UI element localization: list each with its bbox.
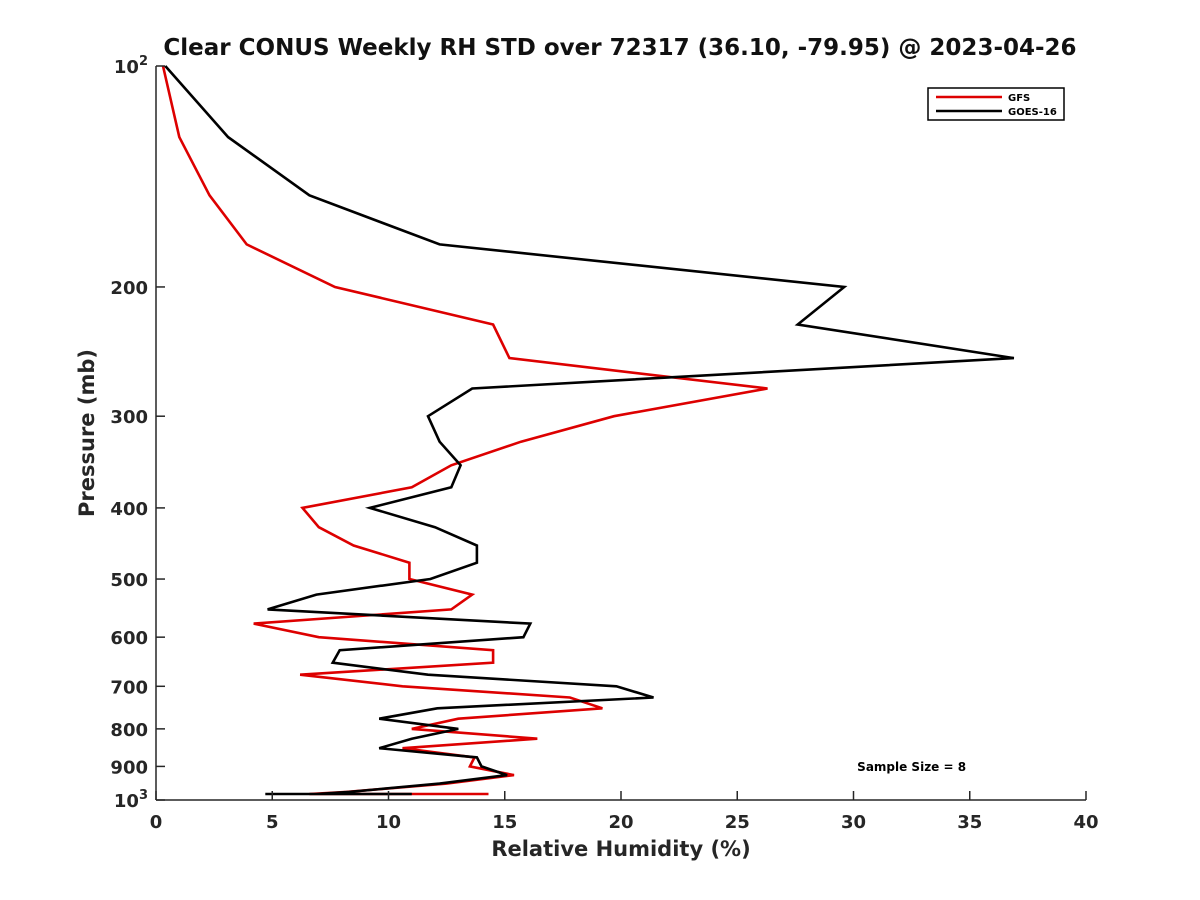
x-tick-label: 10 [376,812,401,833]
series-line-gfs [161,65,768,796]
y-tick-label: 300 [110,407,148,428]
y-tick-label: 103 [114,788,148,812]
x-tick-label: 15 [492,812,517,833]
chart-title: Clear CONUS Weekly RH STD over 72317 (36… [163,35,1076,61]
y-tick-label: 700 [110,677,148,698]
y-tick-label: 200 [110,278,148,299]
x-axis-label: Relative Humidity (%) [491,837,750,861]
x-ticks: 0 5 10 15 20 25 30 35 40 [150,791,1099,833]
y-ticks: 102 200 300 400 500 600 700 800 900 103 [110,54,165,812]
legend: GFS GOES-16 [927,87,1065,121]
x-tick-label: 35 [957,812,982,833]
y-tick-label: 600 [110,628,148,649]
x-tick-label: 25 [725,812,750,833]
y-tick-label: 400 [110,499,148,520]
x-tick-label: 5 [266,812,279,833]
legend-box [927,87,1065,121]
x-tick-label: 0 [150,812,163,833]
y-tick-label: 800 [110,720,148,741]
plot-area [161,65,1015,796]
legend-label-goes16: GOES-16 [1008,107,1057,118]
axes [155,66,1086,801]
sample-size-annotation: Sample Size = 8 [857,760,966,774]
x-tick-label: 40 [1073,812,1098,833]
y-tick-label: 900 [110,757,148,778]
x-tick-label: 20 [608,812,633,833]
legend-label-gfs: GFS [1008,93,1030,104]
x-tick-label: 30 [841,812,866,833]
y-tick-label: 102 [114,54,148,78]
series-layer [161,65,1015,796]
series-line-goes-16 [164,65,1015,796]
y-axis-label: Pressure (mb) [75,349,99,517]
y-tick-label: 500 [110,570,148,591]
